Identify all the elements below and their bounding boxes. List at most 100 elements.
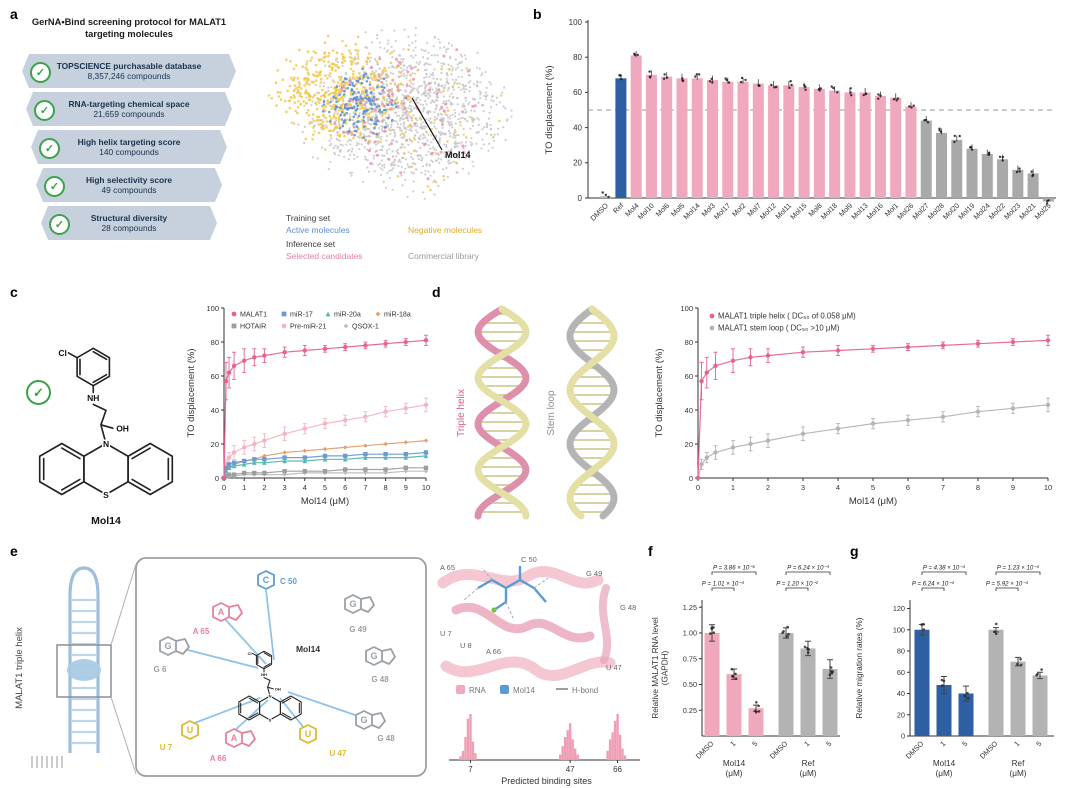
- significance-bracket: [921, 571, 967, 575]
- svg-text:20: 20: [211, 440, 219, 449]
- svg-text:Mol18: Mol18: [819, 201, 839, 221]
- base-G-6: G G 6: [154, 636, 190, 674]
- svg-text:U: U: [187, 725, 194, 735]
- svg-text:Mol10: Mol10: [636, 201, 656, 221]
- significance-bracket: [921, 587, 945, 591]
- malat1-secondary-structure-schematic: [31, 563, 137, 775]
- svg-text:Mol6: Mol6: [654, 201, 671, 218]
- funnel-step-1: TOPSCIENCE purchasable database 8,357,24…: [22, 54, 236, 88]
- svg-text:1: 1: [242, 483, 246, 492]
- significance-bracket: [995, 587, 1019, 591]
- y-axis-label: TO displacement (%): [654, 348, 665, 437]
- svg-text:0: 0: [215, 474, 219, 483]
- svg-text:Mol15: Mol15: [788, 201, 808, 221]
- svg-text:7: 7: [363, 483, 367, 492]
- mol14-pointer-line: [411, 97, 443, 151]
- svg-text:Mol2: Mol2: [730, 201, 747, 218]
- svg-text:10: 10: [1044, 483, 1052, 492]
- legend-entry: MALAT1 stem loop ( DC₅₀ >10 μM): [718, 324, 840, 333]
- svg-text:4: 4: [836, 483, 840, 492]
- triple-helix-ribbon: [474, 305, 530, 520]
- svg-text:0.50: 0.50: [683, 680, 697, 689]
- y-axis-label: TO displacement (%): [186, 348, 197, 437]
- funnel-step-3: High helix targeting score 140 compounds: [31, 130, 227, 164]
- base-label: C 50: [280, 577, 297, 586]
- svg-text:DMSO: DMSO: [904, 739, 926, 761]
- legend-entry: Pre-miR-21: [290, 323, 326, 331]
- hist-x-label: Predicted binding sites: [501, 776, 592, 786]
- bar-DMSO-3: [778, 625, 794, 736]
- legend-entry: MALAT1: [240, 311, 267, 319]
- p-value: P = 1.23 × 10⁻⁴: [997, 565, 1040, 572]
- atom-label: NH: [87, 393, 99, 403]
- bar-group-DMSO: DMSO: [588, 191, 612, 223]
- migration-rate-bar-chart: 0 20 40 60 80 100 120 Relative migration rates …: [855, 565, 1054, 778]
- svg-text:Mol26: Mol26: [895, 201, 915, 221]
- panel-a-label: a: [10, 6, 18, 22]
- rna-level-bar-chart: 0.25 0.50 0.75 1.00 1.25 Relative MALAT1 RNA …: [651, 565, 840, 778]
- svg-text:2: 2: [766, 483, 770, 492]
- funnel-step-count: 8,357,246 compounds: [87, 71, 171, 81]
- svg-text:60: 60: [897, 668, 905, 677]
- ligand-pocket: [67, 659, 101, 681]
- svg-text:8: 8: [384, 483, 388, 492]
- svg-text:100: 100: [893, 625, 905, 634]
- svg-text:1.25: 1.25: [683, 603, 697, 612]
- svg-text:0: 0: [901, 732, 905, 741]
- svg-text:8: 8: [976, 483, 980, 492]
- svg-text:0.25: 0.25: [683, 706, 697, 715]
- base-label: G 6: [154, 665, 167, 674]
- chemical-space-scatter: Mol14: [267, 26, 513, 200]
- svg-text:Mol13: Mol13: [849, 201, 869, 221]
- svg-text:9: 9: [1011, 483, 1015, 492]
- svg-text:5: 5: [824, 739, 833, 748]
- funnel-step-5: Structural diversity 28 compounds: [41, 206, 217, 240]
- svg-text:2: 2: [262, 483, 266, 492]
- funnel-step-count: 21,659 compounds: [93, 109, 165, 119]
- legend-entry: QSOX-1: [352, 323, 379, 331]
- legend-training-set: Training set: [286, 213, 331, 223]
- svg-text:5: 5: [960, 739, 969, 748]
- bar-5-2: [958, 685, 974, 736]
- bar-DMSO-0: [704, 624, 720, 736]
- group-label-unit: (μM): [800, 769, 817, 778]
- svg-text:1: 1: [731, 483, 735, 492]
- bar-group-Ref: Ref: [611, 73, 627, 215]
- rna-structure-ribbons: Triple helix Stem loop: [456, 305, 618, 520]
- base-G-49: G G 49: [344, 594, 375, 634]
- svg-text:Mol24: Mol24: [972, 201, 992, 221]
- bar-group-Mol25: Mol25: [1033, 198, 1054, 221]
- pose-label: C 50: [521, 555, 537, 564]
- pose-label: G 48: [620, 603, 636, 612]
- atom-label: OH: [116, 424, 129, 434]
- funnel-step-2: RNA-targeting chemical space 21,659 comp…: [26, 92, 232, 126]
- check-icon: ✓: [26, 380, 51, 405]
- svg-text:5: 5: [750, 739, 759, 748]
- mol14-swatch: [500, 685, 509, 694]
- atom-label: N: [269, 694, 272, 699]
- significance-bracket: [785, 587, 809, 591]
- atom-label: Cl: [248, 651, 252, 656]
- svg-text:Mol17: Mol17: [712, 201, 732, 221]
- check-icon: ✓: [39, 138, 60, 159]
- svg-text:3: 3: [801, 483, 805, 492]
- malat1-triple-helix-side-label: MALAT1 triple helix: [14, 627, 25, 709]
- svg-text:1: 1: [802, 739, 811, 748]
- svg-text:80: 80: [211, 338, 219, 347]
- svg-text:6: 6: [906, 483, 910, 492]
- atom-label: NH: [261, 672, 267, 677]
- check-icon: ✓: [44, 176, 65, 197]
- svg-text:1: 1: [728, 739, 737, 748]
- svg-text:G: G: [360, 715, 367, 725]
- base-A-65: A A 65: [193, 602, 243, 636]
- svg-text:4: 4: [303, 483, 307, 492]
- svg-text:20: 20: [685, 440, 693, 449]
- funnel-step-name: TOPSCIENCE purchasable database: [56, 60, 202, 71]
- bar-1-4: [1010, 656, 1026, 736]
- bar-1-4: [800, 640, 816, 736]
- pose-label: U 47: [606, 663, 622, 672]
- legend-commercial-library: Commercial library: [408, 251, 479, 261]
- group-label-unit: (μM): [1010, 769, 1027, 778]
- panel-e-label: e: [10, 543, 18, 559]
